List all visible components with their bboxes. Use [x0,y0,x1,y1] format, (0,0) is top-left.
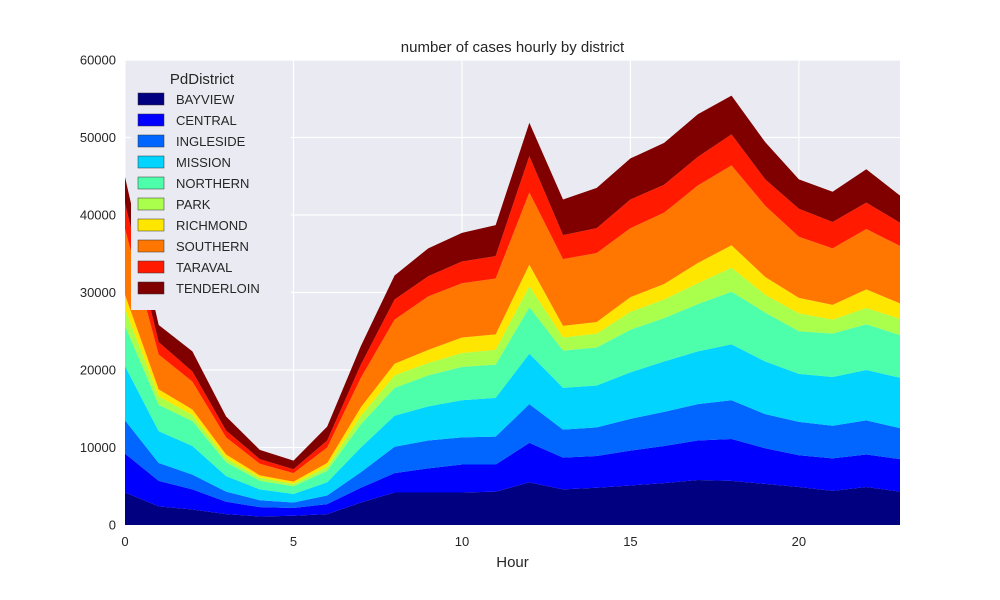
y-tick-label: 40000 [80,208,116,223]
legend-swatch-southern [137,239,165,253]
legend-label-taraval: TARAVAL [176,260,232,275]
legend-swatch-tenderloin [137,281,165,295]
area-central [125,438,900,517]
area-series [125,95,900,525]
x-tick-label: 20 [792,534,806,549]
legend-label-richmond: RICHMOND [176,218,248,233]
y-tick-label: 10000 [80,440,116,455]
x-tick-label: 15 [623,534,637,549]
legend-label-northern: NORTHERN [176,176,249,191]
y-tick-label: 30000 [80,285,116,300]
legend-swatch-ingleside [137,134,165,148]
y-tick-label: 60000 [80,53,116,68]
area-bayview [125,480,900,525]
legend-label-central: CENTRAL [176,113,237,128]
legend-label-ingleside: INGLESIDE [176,134,246,149]
legend-swatch-richmond [137,218,165,232]
x-tick-label: 10 [455,534,469,549]
area-northern [125,291,900,494]
legend-title: PdDistrict [170,71,235,88]
legend-swatch-bayview [137,92,165,106]
y-tick-label: 0 [109,518,116,533]
legend-swatch-park [137,197,165,211]
x-tick-label: 0 [121,534,128,549]
legend-label-tenderloin: TENDERLOIN [176,281,260,296]
x-axis-title: Hour [496,554,529,571]
legend-swatch-taraval [137,260,165,274]
legend: PdDistrict BAYVIEW CENTRAL INGLESIDE MISSIO… [131,66,291,310]
axes: 0 5 10 15 20 0 10000 20000 30000 40000 50000 60000 [80,53,806,550]
area-southern [125,165,900,482]
chart-title: number of cases hourly by district [401,39,625,56]
legend-label-park: PARK [176,197,211,212]
y-tick-label: 20000 [80,363,116,378]
legend-swatch-mission [137,155,165,169]
x-tick-label: 5 [290,534,297,549]
legend-label-bayview: BAYVIEW [176,92,235,107]
legend-swatch-central [137,113,165,127]
area-ingleside [125,400,900,508]
legend-label-mission: MISSION [176,155,231,170]
area-mission [125,344,900,503]
legend-swatch-northern [137,176,165,190]
legend-label-southern: SOUTHERN [176,239,249,254]
y-tick-label: 50000 [80,130,116,145]
